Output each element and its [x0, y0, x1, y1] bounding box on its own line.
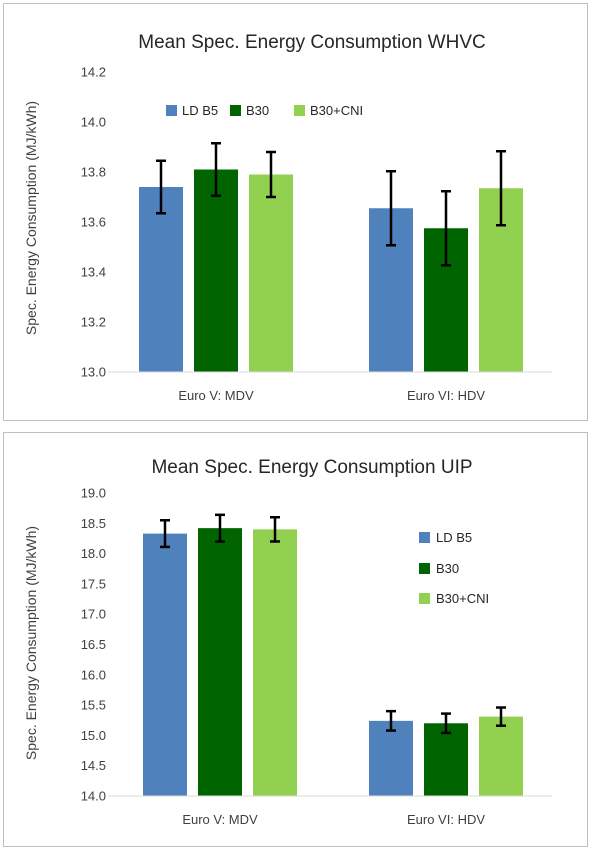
legend-item: B30+CNI [419, 591, 489, 606]
error-bar [160, 519, 170, 549]
error-bars [156, 142, 506, 267]
y-tick-label: 13.0 [81, 365, 106, 380]
bar [139, 187, 183, 372]
bar [424, 723, 468, 796]
y-tick-label: 18.0 [81, 546, 106, 561]
bars [139, 169, 523, 372]
error-bar [496, 150, 506, 227]
x-category-label: Euro VI: HDV [407, 812, 485, 827]
bar [143, 533, 187, 796]
y-tick-label: 19.0 [81, 486, 106, 501]
y-tick-label: 13.6 [81, 215, 106, 230]
bar [249, 174, 293, 372]
legend-swatch [419, 563, 430, 574]
legend-swatch [294, 105, 305, 116]
y-tick-label: 17.5 [81, 576, 106, 591]
y-tick-label: 13.8 [81, 165, 106, 180]
legend-item: LD B5 [419, 530, 472, 545]
y-axis-label: Spec. Energy Consumption (MJ/kWh) [23, 526, 39, 760]
y-tick-label: 15.0 [81, 728, 106, 743]
y-tick-label: 17.0 [81, 607, 106, 622]
x-category-label: Euro V: MDV [178, 388, 254, 403]
legend-swatch [230, 105, 241, 116]
legend-swatch [166, 105, 177, 116]
error-bar [156, 159, 166, 215]
y-ticks: 14.0 14.5 15.0 15.5 16.0 16.5 17.0 17.5 18.0 18.5… [81, 486, 106, 804]
x-categories: Euro V: MDV Euro VI: HDV [182, 812, 485, 827]
y-tick-label: 14.0 [81, 115, 106, 130]
y-tick-label: 14.5 [81, 758, 106, 773]
chart-panel-whvc: Mean Spec. Energy Consumption WHVC Spec.… [3, 3, 588, 421]
legend-label: B30+CNI [436, 591, 489, 606]
y-tick-label: 13.2 [81, 315, 106, 330]
y-tick-label: 13.4 [81, 265, 106, 280]
error-bar [496, 706, 506, 727]
error-bar [266, 150, 276, 199]
bar [369, 720, 413, 796]
x-categories: Euro V: MDV Euro VI: HDV [178, 388, 485, 403]
chart-title: Mean Spec. Energy Consumption WHVC [138, 32, 485, 53]
chart-title: Mean Spec. Energy Consumption UIP [151, 457, 472, 478]
x-category-label: Euro VI: HDV [407, 388, 485, 403]
error-bar [211, 142, 221, 197]
chart-svg-whvc: Mean Spec. Energy Consumption WHVC Spec.… [23, 32, 552, 403]
y-ticks: 13.0 13.2 13.4 13.6 13.8 14.0 14.2 [81, 65, 106, 380]
chart-panel-uip: Mean Spec. Energy Consumption UIP Spec. … [3, 432, 588, 847]
legend-label: B30 [246, 103, 269, 118]
error-bar [386, 709, 396, 732]
legend-item: B30+CNI [294, 103, 363, 118]
legend-label: B30 [436, 561, 459, 576]
y-tick-label: 14.2 [81, 65, 106, 80]
bar [194, 169, 238, 372]
legend-item: B30 [419, 561, 459, 576]
legend-swatch [419, 532, 430, 543]
legend-label: LD B5 [182, 103, 218, 118]
y-tick-label: 16.0 [81, 667, 106, 682]
legend-item: B30 [230, 103, 269, 118]
bars [143, 528, 523, 796]
legend-item: LD B5 [166, 103, 218, 118]
error-bar [215, 513, 225, 543]
bar [198, 528, 242, 796]
error-bar [441, 190, 451, 267]
x-category-label: Euro V: MDV [182, 812, 258, 827]
error-bar [441, 712, 451, 735]
y-axis-label: Spec. Energy Consumption (MJ/kWh) [23, 101, 39, 335]
bar [253, 529, 297, 796]
y-tick-label: 14.0 [81, 789, 106, 804]
y-tick-label: 16.5 [81, 637, 106, 652]
bar [479, 716, 523, 796]
legend-label: B30+CNI [310, 103, 363, 118]
error-bar [386, 170, 396, 247]
legend: LD B5 B30 B30+CNI [166, 103, 363, 118]
y-tick-label: 18.5 [81, 516, 106, 531]
error-bars [160, 513, 506, 735]
legend-swatch [419, 593, 430, 604]
legend: LD B5 B30 B30+CNI [419, 530, 489, 606]
error-bar [270, 515, 280, 543]
y-tick-label: 15.5 [81, 698, 106, 713]
legend-label: LD B5 [436, 530, 472, 545]
chart-svg-uip: Mean Spec. Energy Consumption UIP Spec. … [23, 457, 552, 827]
